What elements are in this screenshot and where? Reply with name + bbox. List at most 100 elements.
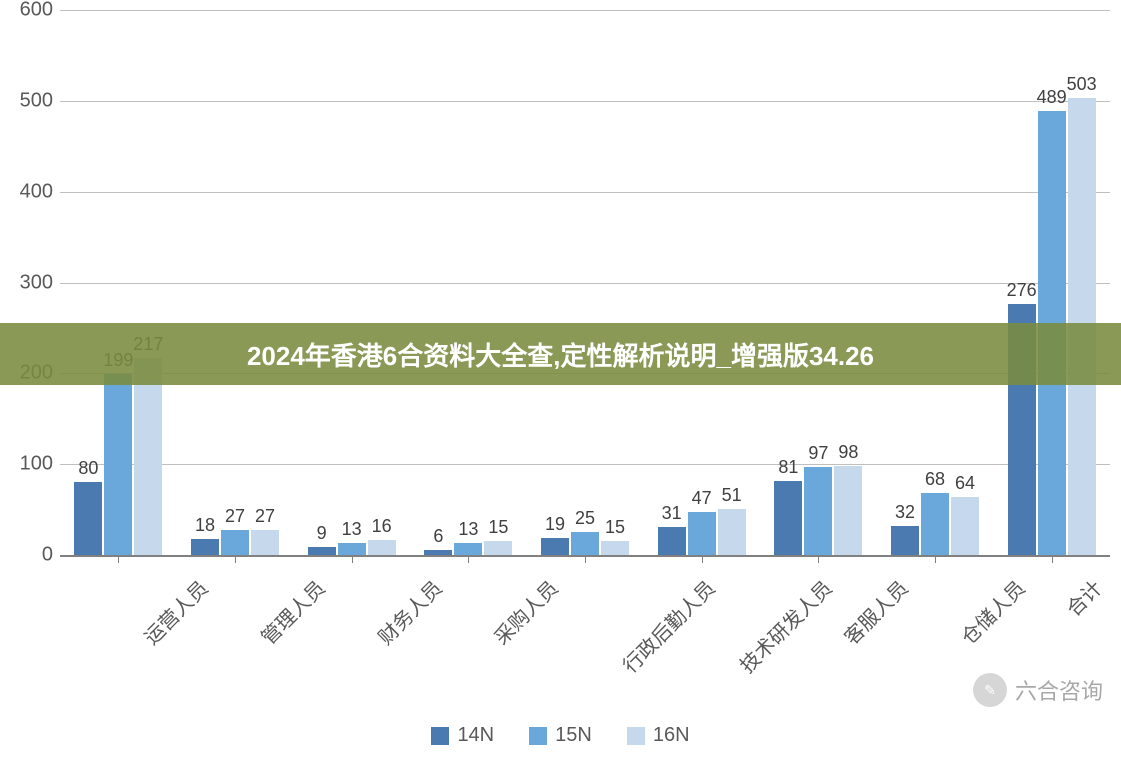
bar-value-label: 19 [545,514,565,535]
bar-value-label: 489 [1037,87,1067,108]
chart-container: 8019921718272791316613151925153147518197… [0,0,1121,757]
gridline [60,283,1110,284]
bar-value-label: 32 [895,502,915,523]
bar-value-label: 25 [575,508,595,529]
bar: 47 [688,512,716,555]
bar-value-label: 64 [955,473,975,494]
x-tick [1052,555,1053,563]
bar-value-label: 18 [195,515,215,536]
bar-value-label: 68 [925,469,945,490]
bar-value-label: 16 [372,516,392,537]
x-category-label: 管理人员 [253,573,330,650]
x-category-label: 客服人员 [837,573,914,650]
bar: 13 [338,543,366,555]
bar-group: 326864 [891,493,979,555]
bar: 27 [251,530,279,555]
bar: 98 [834,466,862,555]
legend: 14N 15N 16N [0,724,1121,747]
bar-value-label: 13 [342,519,362,540]
bar: 217 [134,358,162,555]
watermark-text: 六合咨询 [1015,674,1103,706]
bar: 25 [571,532,599,555]
bar: 27 [221,530,249,555]
bar-value-label: 31 [662,503,682,524]
watermark-glyph: ✎ [984,682,996,699]
bar: 51 [718,509,746,555]
bar-value-label: 15 [488,517,508,538]
overlay-banner: 2024年香港6合资料大全查,定性解析说明_增强版34.26 [0,323,1121,385]
bar-value-label: 503 [1067,74,1097,95]
bar: 68 [921,493,949,555]
bar-value-label: 13 [458,519,478,540]
bar-value-label: 276 [1007,280,1037,301]
x-tick [118,555,119,563]
bar: 97 [804,467,832,555]
bar-group: 80199217 [74,358,162,555]
bar: 15 [601,541,629,555]
bar: 15 [484,541,512,555]
gridline [60,192,1110,193]
y-tick-label: 100 [3,453,53,476]
bar: 199 [104,374,132,555]
bar: 81 [774,481,802,555]
x-category-label: 技术研发人员 [732,573,837,678]
bar: 31 [658,527,686,555]
bar: 19 [541,538,569,555]
bar: 32 [891,526,919,555]
bar-value-label: 51 [722,485,742,506]
bar: 9 [308,547,336,555]
bar-value-label: 15 [605,517,625,538]
bar-value-label: 27 [225,506,245,527]
watermark-icon: ✎ [973,673,1007,707]
x-tick [585,555,586,563]
legend-label: 16N [653,724,690,747]
bar-value-label: 81 [778,457,798,478]
bar-group: 61315 [424,541,512,555]
x-tick [352,555,353,563]
bar-value-label: 9 [317,523,327,544]
gridline [60,464,1110,465]
bar-value-label: 47 [692,488,712,509]
x-category-label: 运营人员 [137,573,214,650]
y-tick-label: 500 [3,89,53,112]
legend-item: 14N [431,724,494,747]
x-tick [235,555,236,563]
legend-swatch [627,727,645,745]
x-category-label: 仓储人员 [953,573,1030,650]
legend-swatch [431,727,449,745]
x-category-label: 财务人员 [370,573,447,650]
legend-label: 15N [555,724,592,747]
x-category-label: 行政后勤人员 [615,573,720,678]
bar-group: 819798 [774,466,862,555]
legend-swatch [529,727,547,745]
bar: 16 [368,540,396,555]
x-tick [935,555,936,563]
overlay-text: 2024年香港6合资料大全查,定性解析说明_增强版34.26 [247,336,874,373]
y-tick-label: 400 [3,180,53,203]
y-tick-label: 600 [3,0,53,22]
legend-item: 15N [529,724,592,747]
bar-group: 91316 [308,540,396,555]
legend-label: 14N [457,724,494,747]
bar-value-label: 6 [433,526,443,547]
bar-group: 182727 [191,530,279,555]
bar: 64 [951,497,979,555]
plot-area: 8019921718272791316613151925153147518197… [60,10,1110,555]
gridline [60,10,1110,11]
x-tick [818,555,819,563]
bar-group: 314751 [658,509,746,555]
gridline [60,101,1110,102]
y-tick-label: 0 [3,544,53,567]
x-tick [702,555,703,563]
bar-value-label: 80 [78,458,98,479]
x-tick [468,555,469,563]
x-category-label: 合计 [1058,573,1107,622]
bar-value-label: 27 [255,506,275,527]
bar: 18 [191,539,219,555]
bar-value-label: 98 [838,442,858,463]
bar: 13 [454,543,482,555]
bar: 80 [74,482,102,555]
watermark: ✎ 六合咨询 [973,673,1103,707]
bar-group: 192515 [541,532,629,555]
x-category-label: 采购人员 [487,573,564,650]
